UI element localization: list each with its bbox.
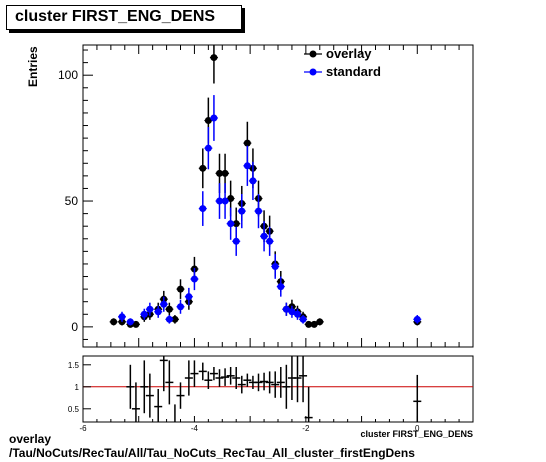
legend-standard-marker: [309, 68, 317, 76]
data-point-overlay: [204, 117, 212, 124]
data-point-overlay: [177, 285, 184, 293]
data-point-overlay: [310, 320, 318, 328]
x-axis-label: cluster FIRST_ENG_DENS: [360, 429, 473, 439]
data-point-overlay: [216, 169, 223, 177]
ratio-x-tick-label: 0: [415, 424, 420, 433]
ratio-x-tick-label: -4: [191, 424, 199, 433]
data-point-standard: [232, 237, 240, 245]
data-point-standard: [227, 220, 235, 228]
data-point-overlay: [132, 320, 140, 328]
legend-overlay-marker: [309, 50, 317, 58]
data-point-overlay: [316, 318, 324, 326]
data-point-standard: [260, 232, 268, 240]
data-point-standard: [165, 315, 173, 323]
data-point-standard: [160, 300, 168, 308]
data-point-standard: [249, 177, 257, 185]
data-point-standard: [118, 313, 126, 321]
y-axis-label: Entries: [26, 46, 40, 87]
ratio-x-tick-label: -6: [79, 424, 87, 433]
data-point-overlay: [199, 164, 207, 172]
main-axes: 0 50 100: [58, 45, 474, 347]
footer-caption: overlay /Tau/NoCuts/RecTau/All/Tau_NoCut…: [9, 432, 415, 460]
data-point-standard: [126, 318, 134, 326]
data-point-standard: [177, 303, 184, 311]
data-point-standard: [255, 207, 262, 215]
legend: overlay standard: [304, 46, 381, 79]
main-series: [109, 45, 422, 328]
y-tick-label: 100: [58, 68, 78, 82]
ratio-y-tick-label: 0.5: [68, 405, 80, 414]
ratio-y-tick-label: 1.5: [68, 361, 80, 370]
data-point-overlay: [305, 320, 313, 328]
ratio-plot-frame: [82, 355, 474, 423]
data-point-overlay: [243, 139, 251, 147]
data-point-overlay: [110, 318, 118, 326]
data-point-standard: [288, 308, 296, 316]
data-point-standard: [140, 310, 148, 318]
data-point-overlay: [165, 305, 173, 313]
ratio-axes: 0.5 1 1.5 -6 -4 -2 0: [68, 361, 474, 433]
data-point-standard: [413, 315, 421, 323]
data-point-standard: [185, 293, 193, 301]
footer-line-1: overlay: [9, 432, 52, 446]
data-point-standard: [154, 308, 162, 316]
data-point-standard: [221, 197, 229, 205]
footer-line-2: /Tau/NoCuts/RecTau/All/Tau_NoCuts_RecTau…: [9, 446, 415, 460]
data-point-standard: [204, 144, 212, 152]
data-point-standard: [271, 262, 279, 270]
data-point-standard: [282, 305, 290, 313]
data-point-standard: [238, 207, 246, 215]
title-box: cluster FIRST_ENG_DENS: [6, 5, 242, 30]
data-point-standard: [243, 162, 251, 170]
data-point-overlay: [171, 315, 179, 323]
page-title: cluster FIRST_ENG_DENS: [15, 8, 216, 25]
main-plot-frame: [82, 44, 474, 348]
legend-standard-label: standard: [326, 64, 381, 79]
data-point-standard: [216, 197, 223, 205]
data-point-overlay: [232, 220, 240, 228]
y-tick-label: 0: [71, 320, 78, 334]
data-point-standard: [294, 310, 301, 318]
data-point-standard: [277, 283, 285, 291]
ratio-y-tick-label: 1: [75, 383, 80, 392]
data-point-standard: [299, 315, 307, 323]
data-point-overlay: [221, 169, 229, 177]
data-point-standard: [190, 275, 198, 283]
data-point-standard: [210, 114, 218, 122]
data-point-standard: [199, 205, 207, 213]
ratio-series: [126, 356, 422, 422]
data-point-standard: [146, 305, 154, 313]
data-point-standard: [266, 237, 274, 245]
legend-overlay-label: overlay: [326, 46, 372, 61]
data-point-overlay: [210, 54, 218, 62]
data-point-overlay: [227, 195, 235, 203]
y-tick-label: 50: [65, 194, 79, 208]
ratio-x-tick-label: -2: [302, 424, 310, 433]
